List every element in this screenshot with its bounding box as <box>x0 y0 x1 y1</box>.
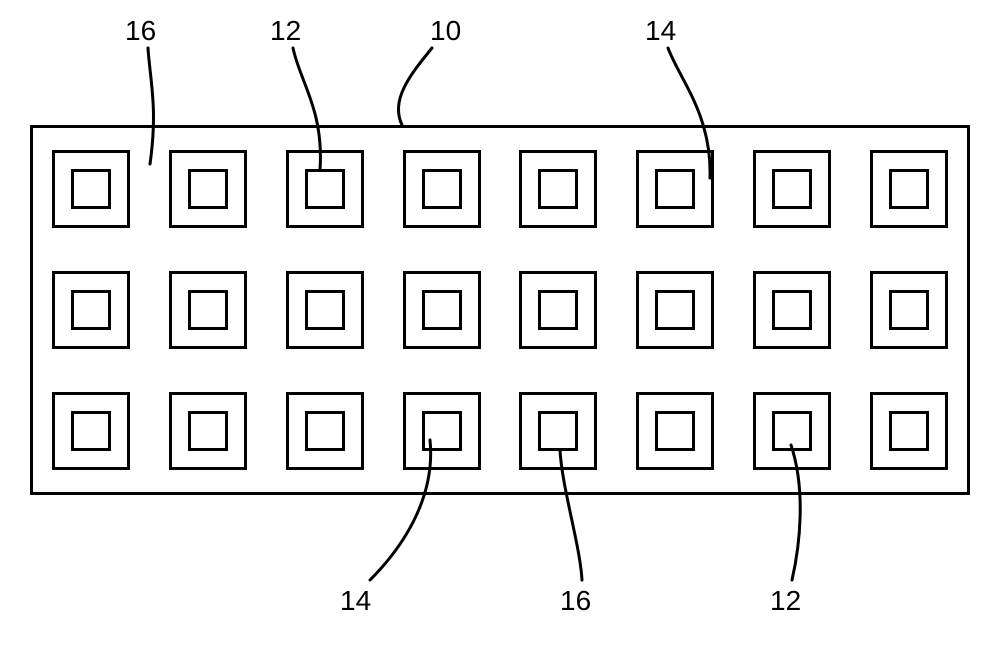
inner-square <box>188 169 228 209</box>
grid-cell <box>150 371 267 492</box>
label-12b: 12 <box>770 585 801 617</box>
outer-square <box>52 271 130 349</box>
inner-square <box>71 411 111 451</box>
outer-square <box>286 271 364 349</box>
grid-cell <box>267 371 384 492</box>
grid-cell <box>617 371 734 492</box>
inner-square <box>305 169 345 209</box>
inner-square <box>305 290 345 330</box>
grid-cell <box>617 128 734 249</box>
outer-square <box>636 150 714 228</box>
inner-square <box>188 411 228 451</box>
outer-square <box>636 392 714 470</box>
inner-square <box>889 290 929 330</box>
label-12a: 12 <box>270 15 301 47</box>
inner-square <box>305 411 345 451</box>
inner-square <box>71 290 111 330</box>
outer-square <box>753 392 831 470</box>
inner-square <box>538 169 578 209</box>
inner-square <box>655 411 695 451</box>
outer-square <box>870 392 948 470</box>
inner-square <box>188 290 228 330</box>
outer-square <box>870 271 948 349</box>
outer-container <box>30 125 970 495</box>
grid-cell <box>33 371 150 492</box>
square-grid <box>33 128 967 492</box>
inner-square <box>772 411 812 451</box>
grid-cell <box>500 128 617 249</box>
grid-cell <box>150 249 267 370</box>
inner-square <box>655 169 695 209</box>
label-14a: 14 <box>645 15 676 47</box>
grid-cell <box>33 128 150 249</box>
grid-cell <box>617 249 734 370</box>
grid-cell <box>734 128 851 249</box>
outer-square <box>403 150 481 228</box>
label-16b: 16 <box>560 585 591 617</box>
inner-square <box>538 290 578 330</box>
leader-10 <box>398 48 432 125</box>
grid-cell <box>150 128 267 249</box>
inner-square <box>889 411 929 451</box>
outer-square <box>169 271 247 349</box>
grid-cell <box>850 249 967 370</box>
outer-square <box>519 150 597 228</box>
inner-square <box>889 169 929 209</box>
outer-square <box>636 271 714 349</box>
grid-cell <box>267 128 384 249</box>
outer-square <box>519 271 597 349</box>
grid-cell <box>850 128 967 249</box>
label-14b: 14 <box>340 585 371 617</box>
outer-square <box>753 271 831 349</box>
outer-square <box>52 392 130 470</box>
outer-square <box>870 150 948 228</box>
outer-square <box>403 392 481 470</box>
inner-square <box>422 169 462 209</box>
inner-square <box>422 290 462 330</box>
grid-cell <box>383 128 500 249</box>
grid-cell <box>734 249 851 370</box>
inner-square <box>772 169 812 209</box>
grid-cell <box>500 249 617 370</box>
label-10: 10 <box>430 15 461 47</box>
outer-square <box>286 150 364 228</box>
grid-cell <box>383 249 500 370</box>
grid-cell <box>267 249 384 370</box>
outer-square <box>169 150 247 228</box>
outer-square <box>169 392 247 470</box>
outer-square <box>286 392 364 470</box>
outer-square <box>753 150 831 228</box>
outer-square <box>519 392 597 470</box>
label-16a: 16 <box>125 15 156 47</box>
grid-cell <box>33 249 150 370</box>
grid-cell <box>734 371 851 492</box>
inner-square <box>422 411 462 451</box>
inner-square <box>538 411 578 451</box>
grid-cell <box>383 371 500 492</box>
inner-square <box>772 290 812 330</box>
inner-square <box>71 169 111 209</box>
outer-square <box>52 150 130 228</box>
grid-cell <box>850 371 967 492</box>
grid-cell <box>500 371 617 492</box>
outer-square <box>403 271 481 349</box>
inner-square <box>655 290 695 330</box>
